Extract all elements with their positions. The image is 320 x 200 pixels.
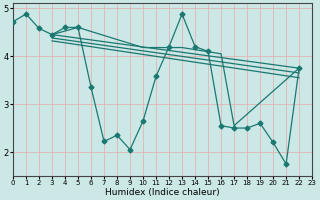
X-axis label: Humidex (Indice chaleur): Humidex (Indice chaleur) bbox=[105, 188, 220, 197]
